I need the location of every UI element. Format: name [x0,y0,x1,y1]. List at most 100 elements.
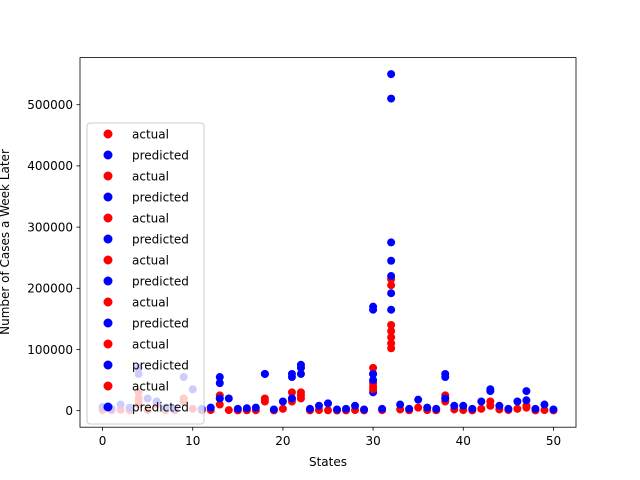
data-point-predicted [495,401,504,410]
data-point-actual [324,406,332,415]
legend-label-predicted: predicted [132,358,189,372]
data-point-predicted [513,397,522,406]
data-point-predicted [342,404,351,413]
data-point-predicted [531,404,540,413]
data-point-predicted [405,404,414,413]
data-point-predicted [378,404,387,413]
data-point-predicted [441,394,450,403]
y-tick-label: 200000 [27,282,73,296]
data-point-actual [369,385,378,394]
y-tick-label: 400000 [27,159,73,173]
x-tick-label: 10 [185,434,200,448]
legend-box [86,122,205,425]
data-point-actual [215,400,224,409]
legend-marker-predicted [103,402,113,412]
legend-marker-actual [103,213,113,223]
legend: actual predicted actual predicted actual pred… [86,122,205,425]
data-point-predicted [522,387,531,396]
data-point-predicted [441,373,450,382]
legend-marker-actual [103,171,113,181]
data-point-predicted [296,369,305,378]
data-point-predicted [540,400,549,409]
data-point-predicted [296,360,305,369]
data-point-predicted [387,70,396,79]
legend-marker-actual [103,381,113,391]
data-point-predicted [369,305,378,314]
data-point-predicted [324,399,332,408]
data-point-predicted [387,272,396,281]
data-point-predicted [387,238,396,247]
data-point-actual [387,333,396,342]
legend-marker-actual [103,297,113,307]
data-point-predicted [396,400,405,409]
data-point-predicted [260,369,269,378]
legend-marker-actual [103,339,113,349]
data-point-predicted [314,401,323,410]
data-point-predicted [459,401,468,410]
data-point-predicted [233,404,242,413]
data-point-predicted [387,289,396,298]
legend-marker-actual [103,129,113,139]
legend-marker-predicted [103,234,113,244]
data-point-predicted [351,401,360,410]
data-point-predicted [387,305,396,314]
legend-label-predicted: predicted [132,400,189,414]
data-point-actual [260,394,269,403]
legend-label-predicted: predicted [132,148,189,162]
data-point-predicted [305,404,314,413]
data-point-predicted [432,404,441,413]
y-axis-ticks: 0 100000 200000 300000 400000 500000 [27,98,80,418]
data-point-predicted [287,373,296,382]
data-point-predicted [387,94,396,103]
legend-label-predicted: predicted [132,232,189,246]
data-point-predicted [206,403,215,412]
data-point-actual [414,403,423,412]
legend-marker-predicted [103,276,113,286]
data-point-predicted [414,395,423,404]
data-point-predicted [242,404,251,413]
x-axis-ticks: 0 10 20 30 40 50 [99,427,561,448]
data-point-predicted [468,404,477,413]
data-point-predicted [522,396,531,405]
y-tick-label: 100000 [27,343,73,357]
data-point-actual [522,403,531,412]
y-axis-label: Number of Cases a Week Later [0,149,12,335]
legend-label-predicted: predicted [132,190,189,204]
data-point-predicted [423,403,432,412]
legend-label-actual: actual [132,169,169,183]
legend-label-predicted: predicted [132,274,189,288]
x-tick-label: 0 [99,434,107,448]
data-point-predicted [369,376,378,385]
data-point-predicted [360,405,369,414]
data-point-predicted [549,405,558,414]
data-point-predicted [215,379,224,388]
data-point-actual [540,406,549,415]
legend-label-actual: actual [132,295,169,309]
legend-marker-predicted [103,318,113,328]
data-point-predicted [215,373,224,382]
legend-marker-predicted [103,360,113,370]
x-tick-label: 50 [546,434,561,448]
data-point-predicted [269,405,278,414]
legend-label-actual: actual [132,211,169,225]
data-point-predicted [333,405,342,414]
data-point-actual [387,344,396,353]
data-point-actual [486,397,495,406]
data-point-predicted [477,397,486,406]
legend-label-actual: actual [132,379,169,393]
y-tick-label: 300000 [27,220,73,234]
legend-marker-predicted [103,192,113,202]
legend-label-actual: actual [132,127,169,141]
data-point-predicted [224,394,233,403]
data-point-predicted [504,404,513,413]
y-tick-label: 0 [65,404,73,418]
y-tick-label: 500000 [27,98,73,112]
data-point-actual [477,404,486,413]
data-point-predicted [369,369,378,378]
data-point-predicted [450,401,459,410]
x-tick-label: 20 [275,434,290,448]
legend-marker-predicted [103,150,113,160]
data-point-actual [369,363,378,372]
data-point-actual [387,281,396,290]
